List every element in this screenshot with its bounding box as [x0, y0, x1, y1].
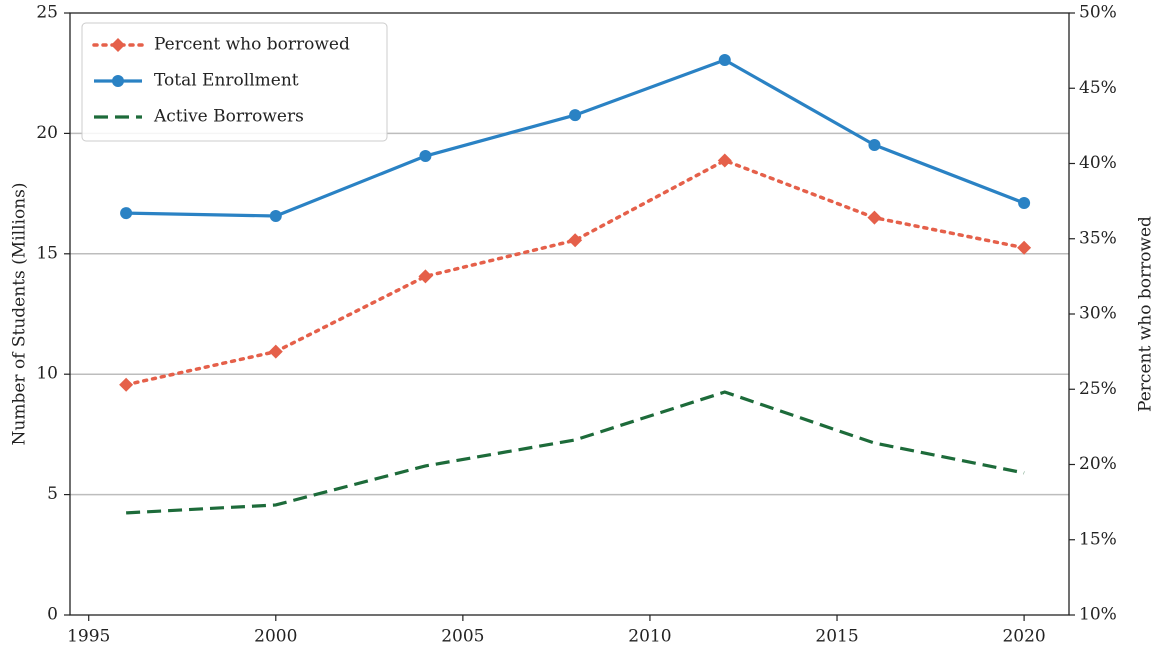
- y2-tick-label: 35%: [1079, 228, 1117, 248]
- legend-label: Active Borrowers: [153, 107, 304, 127]
- marker: [717, 153, 732, 168]
- y-tick-label: 5: [47, 484, 58, 504]
- marker: [269, 209, 282, 222]
- x-tick-label: 2020: [1002, 627, 1045, 647]
- y-tick-label: 0: [47, 605, 58, 625]
- y-axis-label: Number of Students (Millions): [10, 183, 30, 446]
- series-line: [126, 390, 1025, 515]
- marker: [1018, 196, 1031, 209]
- y-tick-label: 10: [36, 364, 58, 384]
- x-tick-label: 2000: [254, 627, 297, 647]
- legend-label: Total Enrollment: [154, 71, 299, 91]
- plot-frame: [69, 12, 1070, 616]
- legend-box: [81, 22, 388, 142]
- y2-tick-label: 40%: [1079, 153, 1117, 173]
- marker: [569, 109, 582, 122]
- marker: [268, 344, 283, 359]
- x-tick-label: 2005: [441, 627, 484, 647]
- legend-marker: [111, 38, 125, 52]
- legend-label: Percent who borrowed: [154, 35, 350, 55]
- x-tick-label: 2010: [628, 627, 671, 647]
- y-tick-label: 20: [36, 123, 58, 143]
- y-tick-label: 15: [36, 243, 58, 263]
- marker: [120, 207, 133, 220]
- marker: [568, 233, 583, 248]
- y2-tick-label: 25%: [1079, 379, 1117, 399]
- legend: Percent who borrowed Total Enrollment Acti…: [81, 22, 388, 142]
- x-tick-label: 1995: [67, 627, 110, 647]
- y2-axis-label: Percent who borrowed: [1136, 216, 1156, 412]
- marker: [867, 210, 882, 225]
- y2-tick-label: 20%: [1079, 454, 1117, 474]
- y-tick-label: 25: [36, 3, 58, 23]
- series-line: [124, 158, 1026, 387]
- marker: [418, 269, 433, 284]
- marker: [119, 377, 134, 392]
- marker: [868, 138, 881, 151]
- y2-tick-label: 15%: [1079, 529, 1117, 549]
- marker: [1017, 240, 1032, 255]
- legend-marker: [112, 75, 124, 87]
- x-tick-label: 2015: [815, 627, 858, 647]
- y2-tick-label: 50%: [1079, 3, 1117, 23]
- marker: [419, 150, 432, 163]
- marker: [718, 53, 731, 66]
- y2-tick-label: 30%: [1079, 304, 1117, 324]
- y2-tick-label: 45%: [1079, 78, 1117, 98]
- y2-tick-label: 10%: [1079, 605, 1117, 625]
